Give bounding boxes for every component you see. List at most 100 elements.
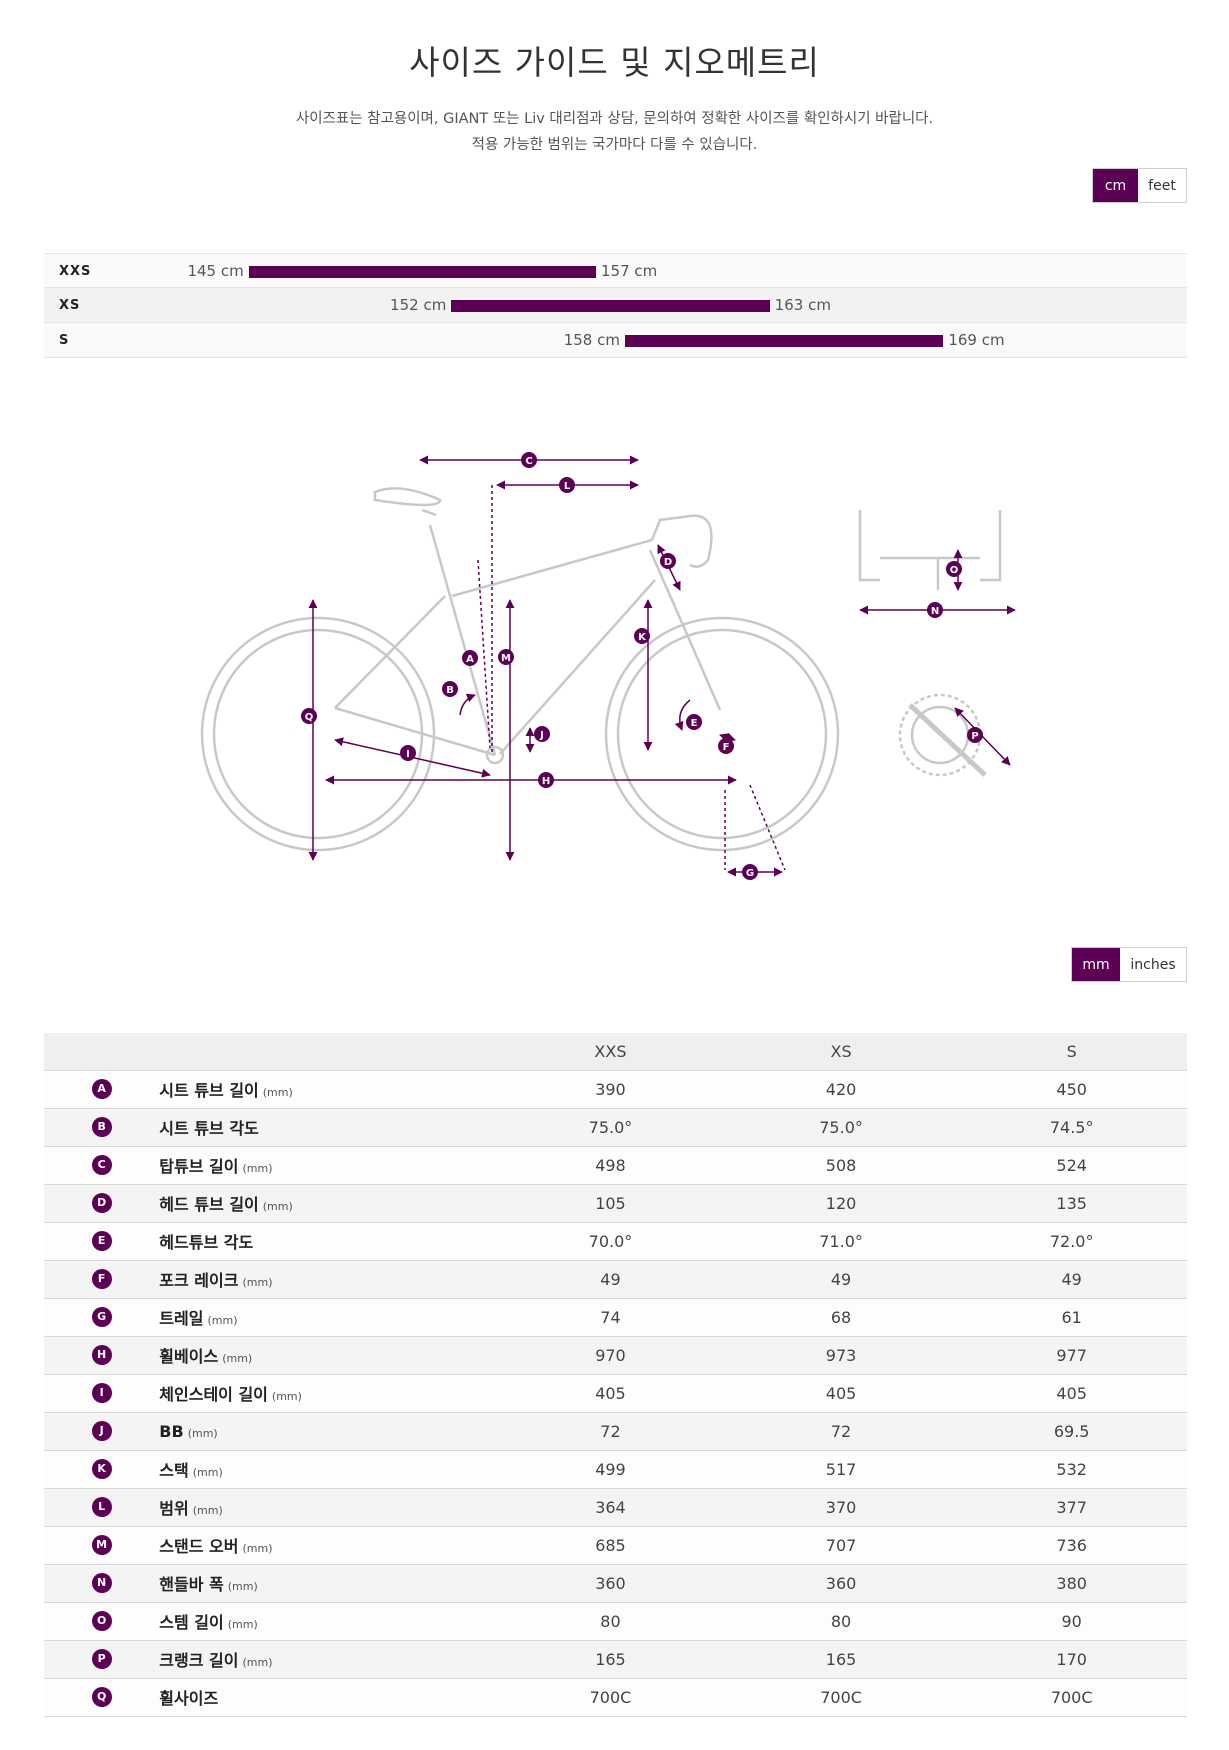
geometry-value: 517 xyxy=(725,1450,957,1489)
geometry-name: 헤드 튜브 길이 xyxy=(159,1195,259,1214)
svg-text:H: H xyxy=(542,776,550,787)
geometry-row: M 스탠드 오버 (mm) 685 707 736 xyxy=(44,1526,1187,1565)
geometry-value: 524 xyxy=(956,1146,1187,1185)
geometry-name: 체인스테이 길이 xyxy=(159,1385,268,1404)
geometry-row: K 스택 (mm) 499 517 532 xyxy=(44,1450,1187,1489)
svg-text:G: G xyxy=(746,868,754,879)
size-range-max: 157 cm xyxy=(601,262,658,280)
geometry-name: 휠베이스 xyxy=(159,1347,219,1366)
geometry-name: 핸들바 폭 xyxy=(159,1575,224,1594)
geometry-unit: (mm) xyxy=(192,1466,223,1479)
geometry-unit-toggle[interactable]: mm inches xyxy=(1071,947,1187,982)
svg-text:P: P xyxy=(971,731,978,742)
geometry-unit: (mm) xyxy=(242,1656,273,1669)
geometry-value: 72.0° xyxy=(956,1222,1187,1261)
geometry-name: 스템 길이 xyxy=(159,1613,224,1632)
geometry-value: 74 xyxy=(495,1298,726,1337)
geometry-value: 360 xyxy=(725,1564,957,1603)
geometry-badge-cell: A xyxy=(44,1070,160,1109)
geometry-value: 405 xyxy=(956,1374,1187,1413)
unit-option-mm[interactable]: mm xyxy=(1072,948,1120,981)
geometry-value: 68 xyxy=(725,1298,957,1337)
geometry-row: F 포크 레이크 (mm) 49 49 49 xyxy=(44,1260,1187,1299)
unit-option-inches[interactable]: inches xyxy=(1130,956,1176,973)
geometry-name-cell: 탑튜브 길이 (mm) xyxy=(159,1146,496,1185)
diagram-badge-d: D xyxy=(660,553,676,569)
diagram-badge-m: M xyxy=(498,649,514,665)
geometry-value: 405 xyxy=(495,1374,726,1413)
geometry-value: 71.0° xyxy=(725,1222,957,1261)
geometry-badge: C xyxy=(91,1155,112,1176)
geometry-row: H 휠베이스 (mm) 970 973 977 xyxy=(44,1336,1187,1375)
geometry-name: 포크 레이크 xyxy=(159,1271,239,1290)
geometry-badge-cell: J xyxy=(44,1412,160,1451)
seat-tube xyxy=(428,524,497,756)
unit-option-cm[interactable]: cm xyxy=(1093,169,1138,202)
svg-text:I: I xyxy=(406,749,410,760)
geometry-table: XXS XS S A 시트 튜브 길이 (mm) 390 420 450 B 시트 튜브 각도… xyxy=(44,1033,1187,1717)
geometry-unit: (mm) xyxy=(187,1426,218,1440)
unit-option-feet[interactable]: feet xyxy=(1148,177,1176,194)
svg-text:D: D xyxy=(664,557,672,568)
geometry-name-cell: 트레일 (mm) xyxy=(159,1298,496,1337)
diagram-badge-o: O xyxy=(946,561,962,577)
size-range: 152 cm 163 cm xyxy=(390,288,831,323)
size-chart: XXS 145 cm 157 cm XS 152 cm 163 cm S 158 cm 169 … xyxy=(44,253,1187,358)
front-wheel-inner xyxy=(616,628,828,840)
geometry-badge: N xyxy=(91,1573,112,1594)
header-size-xxs: XXS xyxy=(495,1033,726,1071)
geometry-badge-cell: D xyxy=(44,1184,160,1223)
size-range-min: 158 cm xyxy=(563,331,620,349)
geometry-badge-cell: O xyxy=(44,1602,160,1641)
geometry-row: P 크랭크 길이 (mm) 165 165 170 xyxy=(44,1640,1187,1679)
diagram-badge-j: J xyxy=(534,726,550,742)
svg-text:A: A xyxy=(466,654,474,665)
geometry-name-cell: 크랭크 길이 (mm) xyxy=(159,1640,496,1679)
diagram-badge-g: G xyxy=(742,864,758,880)
geometry-value: 80 xyxy=(725,1602,957,1641)
geometry-value: 685 xyxy=(495,1526,726,1565)
geometry-value: 508 xyxy=(725,1146,957,1185)
diagram-badges: A B C D E F G H I J K L M N O P Q xyxy=(301,452,983,880)
geometry-badge-cell: B xyxy=(44,1108,160,1147)
geometry-value: 970 xyxy=(495,1336,726,1375)
geometry-name-cell: BB (mm) xyxy=(159,1412,496,1451)
diagram-badge-i: I xyxy=(400,745,416,761)
size-row: XS 152 cm 163 cm xyxy=(44,288,1187,323)
diagram-badge-f: F xyxy=(718,738,734,754)
page-title: 사이즈 가이드 및 지오메트리 xyxy=(409,43,820,82)
geometry-value: 74.5° xyxy=(956,1108,1187,1147)
geometry-row: O 스템 길이 (mm) 80 80 90 xyxy=(44,1602,1187,1641)
rear-wheel-inner xyxy=(212,628,424,840)
height-unit-toggle[interactable]: cm feet xyxy=(1092,168,1187,203)
geometry-unit: (mm) xyxy=(242,1162,273,1175)
size-row: XXS 145 cm 157 cm xyxy=(44,253,1187,288)
bike-geometry-diagram: A B C D E F G H I J K L M N O P Q xyxy=(200,452,1016,880)
geometry-name-cell: 핸들바 폭 (mm) xyxy=(159,1564,496,1603)
geometry-badge: K xyxy=(91,1459,112,1480)
geometry-value: 105 xyxy=(495,1184,726,1223)
measure-line-b xyxy=(459,693,476,716)
geometry-unit: (mm) xyxy=(271,1390,302,1403)
geometry-name: 헤드튜브 각도 xyxy=(159,1233,254,1252)
saddle xyxy=(373,487,442,507)
geometry-value: 498 xyxy=(495,1146,726,1185)
geometry-name-cell: 스탠드 오버 (mm) xyxy=(159,1526,496,1565)
geometry-unit: (mm) xyxy=(227,1618,258,1631)
geometry-value: 405 xyxy=(725,1374,957,1413)
geometry-table-body: A 시트 튜브 길이 (mm) 390 420 450 B 시트 튜브 각도 75.0° 75.0… xyxy=(44,1070,1187,1717)
geometry-row: B 시트 튜브 각도 75.0° 75.0° 74.5° xyxy=(44,1108,1187,1147)
svg-text:N: N xyxy=(931,606,939,617)
geometry-badge: B xyxy=(91,1117,112,1138)
measurement-lines xyxy=(308,455,1016,877)
handlebar-front-view xyxy=(858,510,1002,582)
geometry-badge: H xyxy=(91,1345,112,1366)
geometry-name: 시트 튜브 각도 xyxy=(159,1119,259,1138)
diagram-badge-n: N xyxy=(927,602,943,618)
stem xyxy=(650,514,691,541)
measure-line-e xyxy=(674,699,691,731)
geometry-unit: (mm) xyxy=(222,1352,253,1365)
geometry-name-cell: 휠베이스 (mm) xyxy=(159,1336,496,1375)
geometry-badge-cell: G xyxy=(44,1298,160,1337)
measure-line-a xyxy=(477,559,491,749)
